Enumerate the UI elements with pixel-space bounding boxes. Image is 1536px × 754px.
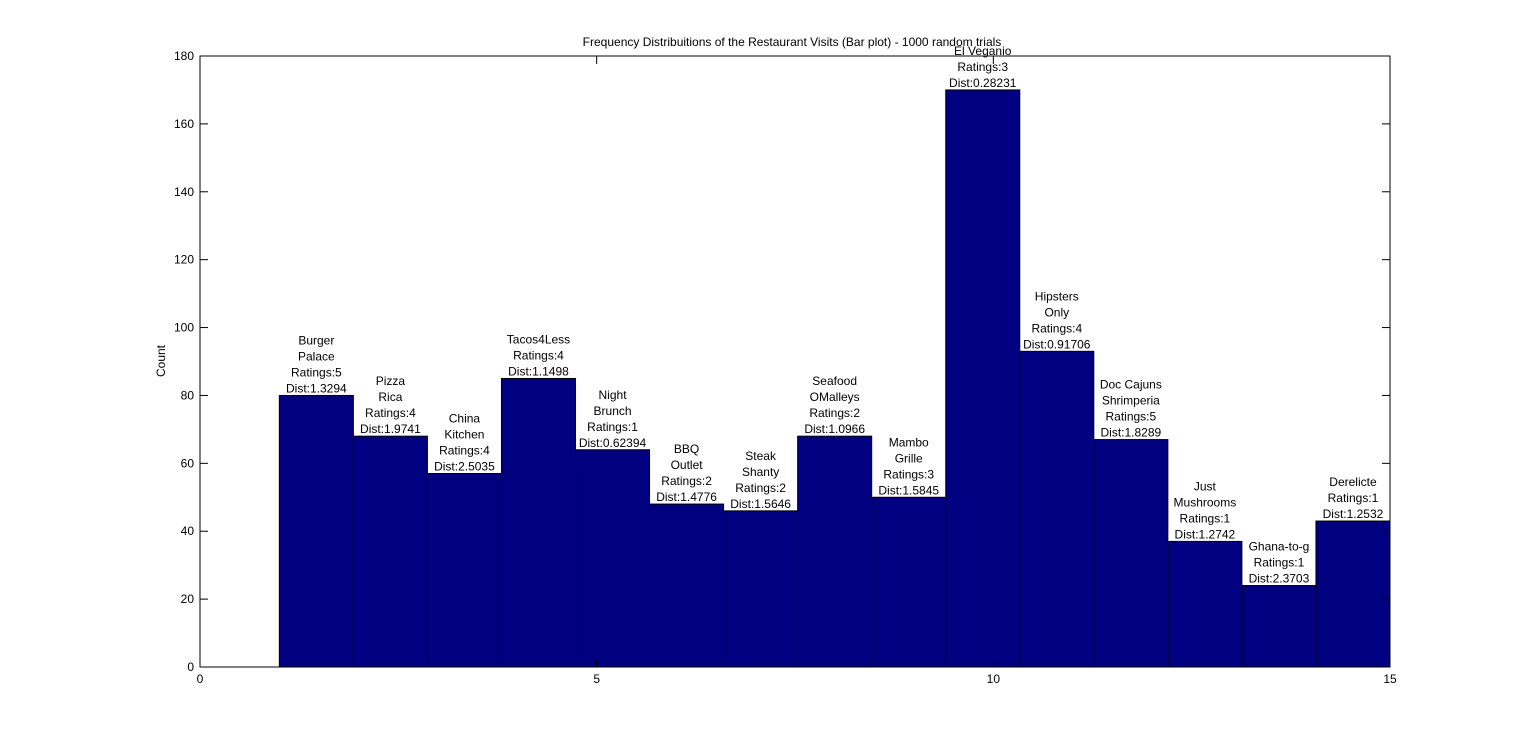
bar-data-label: Ratings:1 <box>1328 491 1379 505</box>
bar-data-label: Brunch <box>594 404 632 418</box>
bar-data-label: Palace <box>298 349 335 363</box>
bar-data-label: Tacos4Less <box>507 332 570 346</box>
bar-data-label: Mushrooms <box>1174 495 1237 509</box>
bar-data-label: El Veganio <box>954 44 1012 58</box>
bar <box>575 449 651 668</box>
bar <box>426 473 502 668</box>
bar-data-label: Dist:2.3703 <box>1249 572 1310 586</box>
bar-data-label: Ratings:5 <box>1105 410 1156 424</box>
bar-data-label: Doc Cajuns <box>1100 378 1162 392</box>
bar-data-label: Shanty <box>742 465 779 479</box>
y-tick-label: 40 <box>181 524 195 538</box>
bar-data-label: Ratings:1 <box>1180 511 1231 525</box>
y-tick-label: 20 <box>181 592 195 606</box>
bar-data-label: Outlet <box>671 458 704 472</box>
bar <box>278 394 354 668</box>
bar-data-label: Dist:1.3294 <box>286 381 347 395</box>
bar-data-label: Dist:1.5845 <box>878 483 939 497</box>
bar-data-label: Pizza <box>376 374 406 388</box>
bar-data-label: China <box>449 412 481 426</box>
y-axis-label: Count <box>154 344 168 377</box>
bar-data-label: Ratings:2 <box>661 474 712 488</box>
bar <box>723 510 799 668</box>
bar-data-label: Dist:1.8289 <box>1100 426 1161 440</box>
bar-data-label: Dist:1.2742 <box>1175 527 1236 541</box>
bar <box>500 377 577 668</box>
bar <box>1019 350 1095 668</box>
bar-data-label: Night <box>599 388 628 402</box>
bar-data-label: Shrimperia <box>1102 394 1160 408</box>
bar-data-label: Dist:0.28231 <box>949 76 1017 90</box>
bar-data-label: Dist:2.5035 <box>434 460 495 474</box>
bar-data-label: Derelicte <box>1329 475 1377 489</box>
x-tick-label: 0 <box>197 672 204 686</box>
bar-data-label: Dist:0.62394 <box>579 436 647 450</box>
plot-frame <box>199 55 1391 668</box>
x-tick-label: 10 <box>987 672 1001 686</box>
bar-data-label: Dist:1.1498 <box>508 364 569 378</box>
y-tick-label: 0 <box>187 660 194 674</box>
bar <box>649 503 725 668</box>
bar-data-label: Ratings:5 <box>291 365 342 379</box>
bar-data-label: Ratings:4 <box>1031 321 1082 335</box>
bar-data-label: Rica <box>378 390 402 404</box>
bar-data-label: Only <box>1044 305 1069 319</box>
bars-layer <box>278 89 1391 668</box>
y-tick-label: 100 <box>174 321 194 335</box>
bar-data-label: Ratings:4 <box>513 348 564 362</box>
bar-data-label: Seafood <box>812 374 857 388</box>
x-tick-label: 15 <box>1383 672 1397 686</box>
bar-data-label: Ratings:1 <box>587 420 638 434</box>
bar-data-label: Ratings:4 <box>365 406 416 420</box>
bar-data-label: Dist:1.5646 <box>730 497 791 511</box>
bar <box>945 89 1021 668</box>
bar-data-label: Ratings:2 <box>735 481 786 495</box>
bar <box>1167 540 1243 668</box>
x-tick-label: 5 <box>593 672 600 686</box>
bar-data-label: Ghana-to-g <box>1249 540 1310 554</box>
y-tick-label: 160 <box>174 117 194 131</box>
bar <box>1315 520 1391 668</box>
bar <box>797 435 873 668</box>
bar-data-label: Steak <box>745 449 777 463</box>
bar-data-label: BBQ <box>674 442 699 456</box>
bar-data-label: Ratings:1 <box>1254 556 1305 570</box>
bar-labels-layer: Burger Palace Ratings:5 Dist:1.3294 Pizza Ric… <box>286 44 1384 586</box>
y-tick-label: 140 <box>174 185 194 199</box>
bar <box>1093 439 1169 668</box>
ticks-layer: 0 20 40 60 80 100 120 140 160 180 0 5 10 15 <box>174 49 1397 686</box>
bar-data-label: Dist:1.0966 <box>804 422 865 436</box>
y-tick-label: 80 <box>181 388 195 402</box>
bar-data-label: Dist:1.9741 <box>360 422 421 436</box>
chart-title: Frequency Distribuitions of the Restaura… <box>583 35 1002 49</box>
bar-data-label: Burger <box>298 333 334 347</box>
bar-data-label: Just <box>1194 479 1217 493</box>
bar-data-label: Kitchen <box>444 428 484 442</box>
y-tick-label: 120 <box>174 253 194 267</box>
bar-data-label: Ratings:4 <box>439 444 490 458</box>
bar-data-label: Ratings:2 <box>809 406 860 420</box>
y-tick-label: 60 <box>181 456 195 470</box>
bar-data-label: OMalleys <box>810 390 860 404</box>
bar-data-label: Dist:1.4776 <box>656 490 717 504</box>
bar-data-label: Hipsters <box>1035 289 1079 303</box>
bar-data-label: Ratings:3 <box>957 60 1008 74</box>
bar <box>871 496 947 668</box>
bar <box>1241 585 1317 668</box>
y-tick-label: 180 <box>174 49 194 63</box>
bar-data-label: Dist:1.2532 <box>1323 507 1384 521</box>
bar-data-label: Grille <box>895 451 923 465</box>
bar-data-label: Ratings:3 <box>883 467 934 481</box>
bar-data-label: Dist:0.91706 <box>1023 337 1091 351</box>
bar <box>352 435 428 668</box>
bar-data-label: Mambo <box>889 435 929 449</box>
